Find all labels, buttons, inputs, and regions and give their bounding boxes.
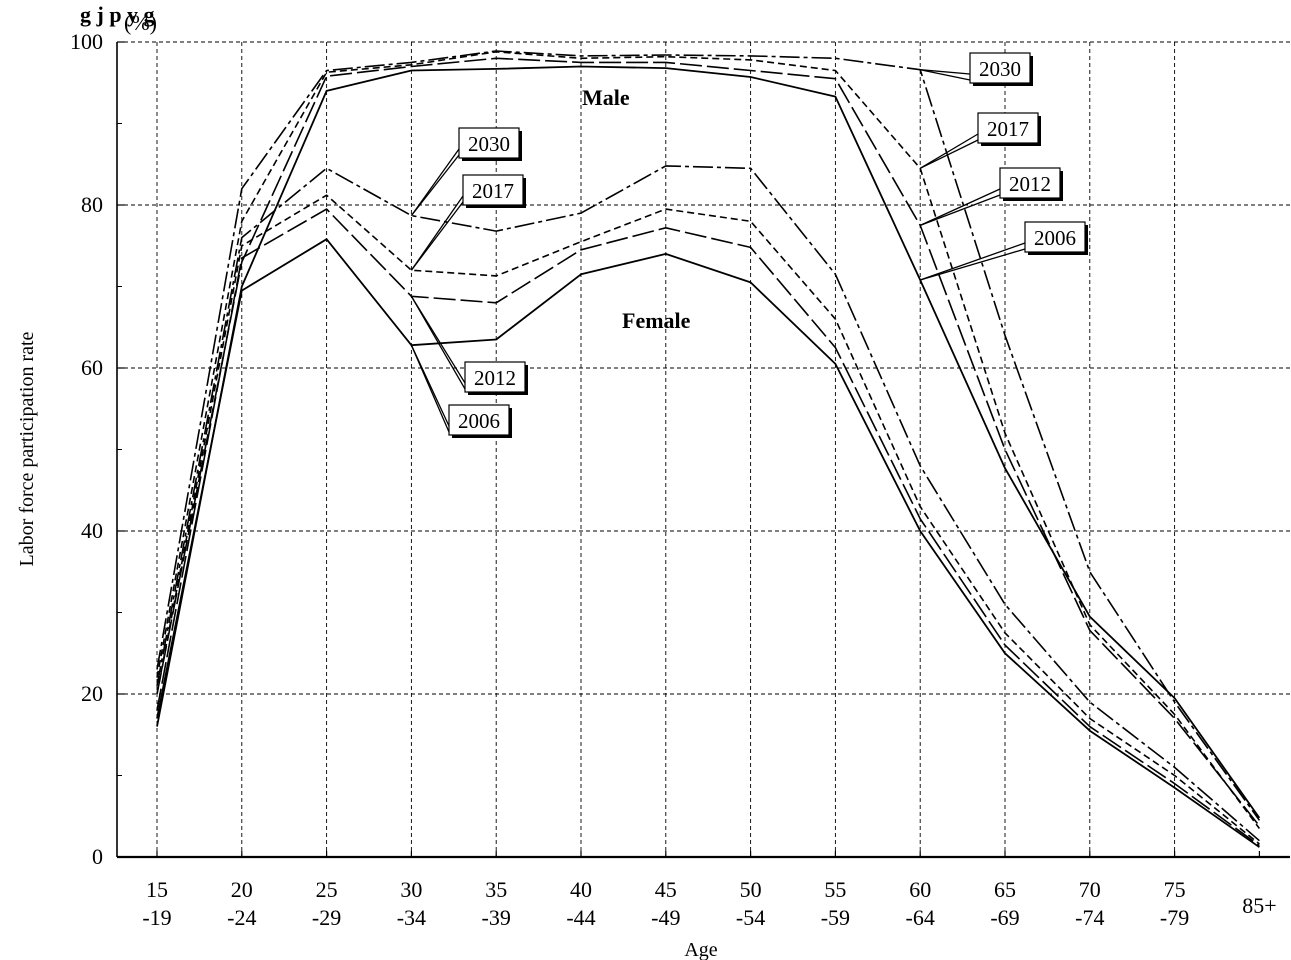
y-tick-label: 40	[81, 518, 103, 543]
y-tick-label: 60	[81, 355, 103, 380]
callout-label: 2012	[1009, 172, 1051, 196]
y-axis-unit: (%)	[124, 10, 157, 35]
callout-leader	[919, 242, 1026, 281]
callout-female-2006: 2006	[410, 344, 512, 438]
callout-female-2017: 2017	[410, 174, 526, 271]
x-tick-label: 30	[400, 877, 422, 902]
x-tick-label: -19	[142, 905, 171, 930]
x-tick-label: 40	[570, 877, 592, 902]
x-tick-label: 35	[485, 877, 507, 902]
x-tick-label: -44	[566, 905, 595, 930]
x-tick-label: -39	[482, 905, 511, 930]
callout-female-2030: 2030	[410, 127, 522, 216]
x-tick-label: -49	[651, 905, 680, 930]
callout-box	[448, 404, 510, 436]
callout-box	[1024, 221, 1086, 253]
callout-label: 2030	[468, 132, 510, 156]
callout-label: 2030	[979, 57, 1021, 81]
y-tick-label: 100	[70, 29, 103, 54]
series-lines	[156, 50, 1261, 848]
x-tick-label: 65	[994, 877, 1016, 902]
x-tick-label: 20	[231, 877, 253, 902]
x-tick-label: 70	[1079, 877, 1101, 902]
series-line-female-2006	[156, 238, 1260, 848]
series-line-male-2017	[156, 50, 1261, 829]
callout-label: 2006	[458, 409, 500, 433]
callout-female-2012: 2012	[410, 295, 528, 395]
y-tick-label: 80	[81, 192, 103, 217]
x-tick-label: 50	[740, 877, 762, 902]
x-axis-title: Age	[684, 939, 717, 960]
series-line-female-2017	[156, 194, 1260, 845]
callout-leader	[920, 248, 1026, 281]
callout-label: 2006	[1034, 226, 1076, 250]
callout-male-2017: 2017	[919, 112, 1041, 169]
callout-male-2030: 2030	[920, 52, 1033, 86]
x-tick-label: -79	[1160, 905, 1189, 930]
chart-title: g j p y g	[80, 2, 155, 27]
y-tick-label: 0	[92, 844, 103, 869]
callout-leader	[920, 69, 971, 81]
callout-leader	[410, 154, 460, 216]
x-tick-label: -69	[990, 905, 1019, 930]
callout-leader	[410, 344, 450, 433]
callout-male-2006: 2006	[919, 221, 1088, 281]
x-tick-label: 75	[1164, 877, 1186, 902]
callout-leader	[410, 295, 466, 390]
male-group-label: Male	[582, 85, 630, 110]
callout-box	[458, 127, 520, 159]
year-callouts: 2030 2017 2012 2006 2030 2017 2012 2006	[410, 52, 1088, 438]
x-tick-label: -29	[312, 905, 341, 930]
x-tick-label: 25	[316, 877, 338, 902]
x-tick-label: 15	[146, 877, 168, 902]
callout-leader	[919, 139, 979, 169]
callout-label: 2012	[474, 366, 516, 390]
series-line-female-2012	[156, 208, 1260, 847]
callout-label: 2017	[472, 179, 514, 203]
callout-box	[999, 167, 1061, 199]
x-tick-label: -74	[1075, 905, 1104, 930]
callout-box	[969, 52, 1031, 84]
x-tick-label: 55	[824, 877, 846, 902]
callout-leader	[919, 194, 1001, 226]
female-group-label: Female	[622, 308, 691, 333]
series-line-female-2030	[156, 165, 1260, 842]
x-tick-label: 85+	[1242, 893, 1276, 918]
grid	[117, 41, 1290, 857]
callout-male-2012: 2012	[919, 167, 1063, 226]
callout-label: 2017	[987, 117, 1029, 141]
callout-leader	[919, 133, 979, 169]
x-tick-label: -59	[821, 905, 850, 930]
series-line-male-2012	[156, 57, 1261, 827]
y-tick-label: 20	[81, 681, 103, 706]
x-tick-label: -24	[227, 905, 256, 930]
callout-leader	[410, 201, 464, 271]
callout-box	[977, 112, 1039, 144]
callout-leader	[919, 188, 1001, 226]
axes: 0 20 40 60 80 100 15 -19 20 -24 25 -29 30 -34 35 -39 40 -…	[70, 29, 1290, 930]
callout-box	[462, 174, 524, 206]
callout-leader	[920, 69, 971, 75]
x-tick-label: -54	[736, 905, 765, 930]
x-tick-label: -64	[906, 905, 935, 930]
callout-box	[464, 361, 526, 393]
x-tick-label: 60	[909, 877, 931, 902]
y-axis-title: Labor force participation rate	[16, 331, 38, 566]
x-tick-label: -34	[397, 905, 426, 930]
series-line-male-2030	[156, 50, 1261, 821]
x-tick-label: 45	[655, 877, 677, 902]
